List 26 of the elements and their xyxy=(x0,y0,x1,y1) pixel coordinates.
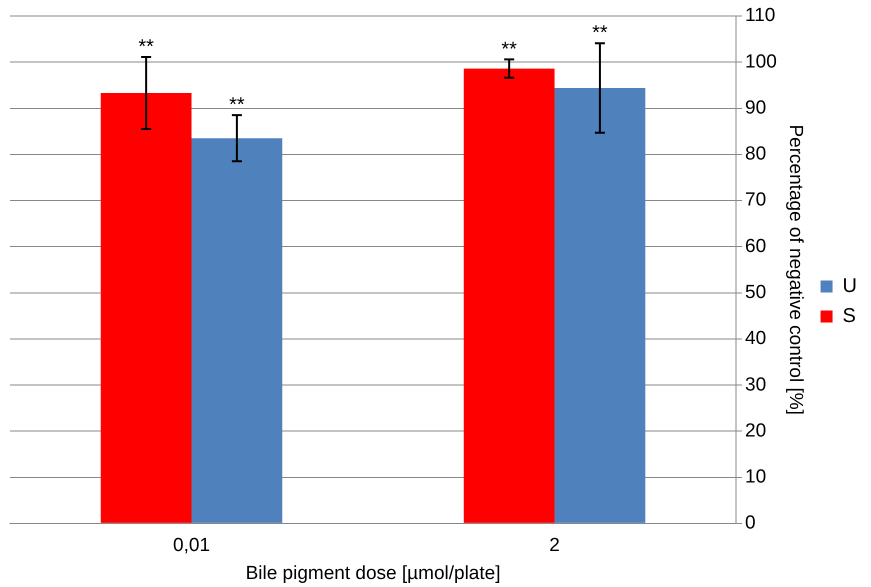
y-tick-label: 110 xyxy=(745,5,776,26)
y-tick-label: 30 xyxy=(745,374,766,396)
bar xyxy=(100,93,192,523)
annotation: ** xyxy=(229,94,245,116)
y-tick-label: 60 xyxy=(745,236,766,257)
bar xyxy=(554,88,646,523)
bar xyxy=(464,68,555,523)
y-tick-label: 40 xyxy=(745,328,766,350)
legend-label: U xyxy=(842,275,858,298)
bar xyxy=(192,138,282,523)
legend-label: S xyxy=(842,305,856,328)
y-tick-label: 20 xyxy=(745,420,766,442)
x-tick-label: 2 xyxy=(549,535,560,556)
y-tick-label: 100 xyxy=(745,51,777,72)
y-tick-label: 0 xyxy=(745,512,756,534)
x-tick-label: 0,01 xyxy=(173,535,210,556)
annotation: ** xyxy=(138,36,154,58)
x-axis-title: Bile pigment dose [µmol/plate] xyxy=(246,562,500,584)
y-tick-label: 70 xyxy=(745,190,766,211)
y-axis-title: Percentage of negative control [%] xyxy=(784,124,806,415)
y-tick-label: 80 xyxy=(745,144,766,165)
annotation: ** xyxy=(592,22,608,44)
y-tick-label: 90 xyxy=(745,97,766,118)
annotation: ** xyxy=(501,38,518,60)
y-tick-label: 50 xyxy=(745,282,766,303)
y-tick-label: 10 xyxy=(745,466,766,488)
